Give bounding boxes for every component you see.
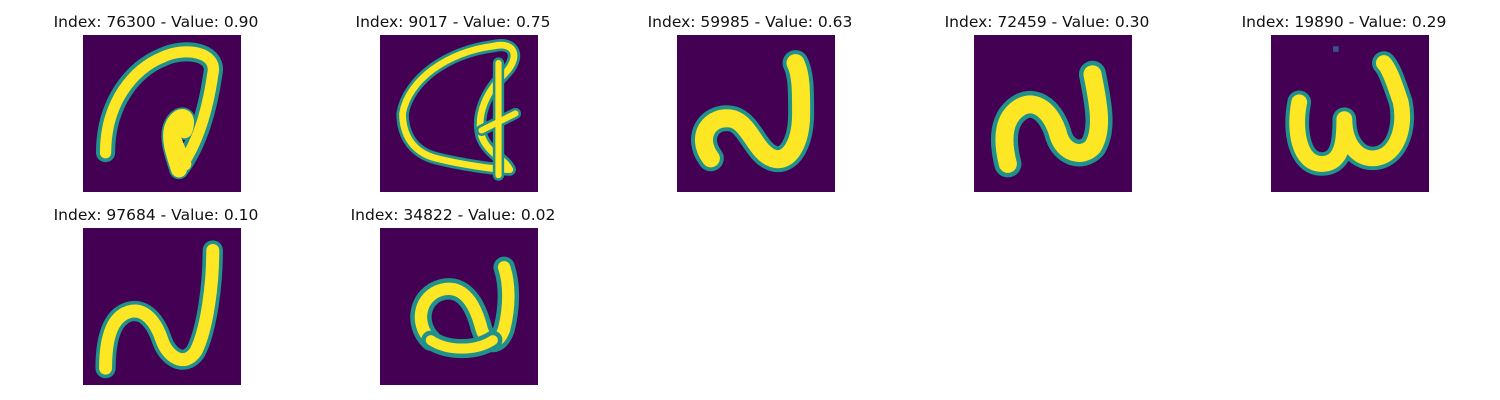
digit-image xyxy=(380,35,538,192)
tile-title: Index: 72459 - Value: 0.30 xyxy=(944,13,1150,31)
tile-title: Index: 97684 - Value: 0.10 xyxy=(53,206,259,224)
digit-image xyxy=(83,35,241,192)
digit-image xyxy=(1271,35,1429,192)
tile-title: Index: 19890 - Value: 0.29 xyxy=(1241,13,1447,31)
digit-image xyxy=(974,35,1132,192)
tile-title: Index: 34822 - Value: 0.02 xyxy=(350,206,556,224)
digit-image xyxy=(380,228,538,385)
tile-title: Index: 59985 - Value: 0.63 xyxy=(647,13,853,31)
tile-title: Index: 9017 - Value: 0.75 xyxy=(355,13,551,31)
digit-image xyxy=(83,228,241,385)
tile-title: Index: 76300 - Value: 0.90 xyxy=(53,13,259,31)
digit-image xyxy=(677,35,835,192)
